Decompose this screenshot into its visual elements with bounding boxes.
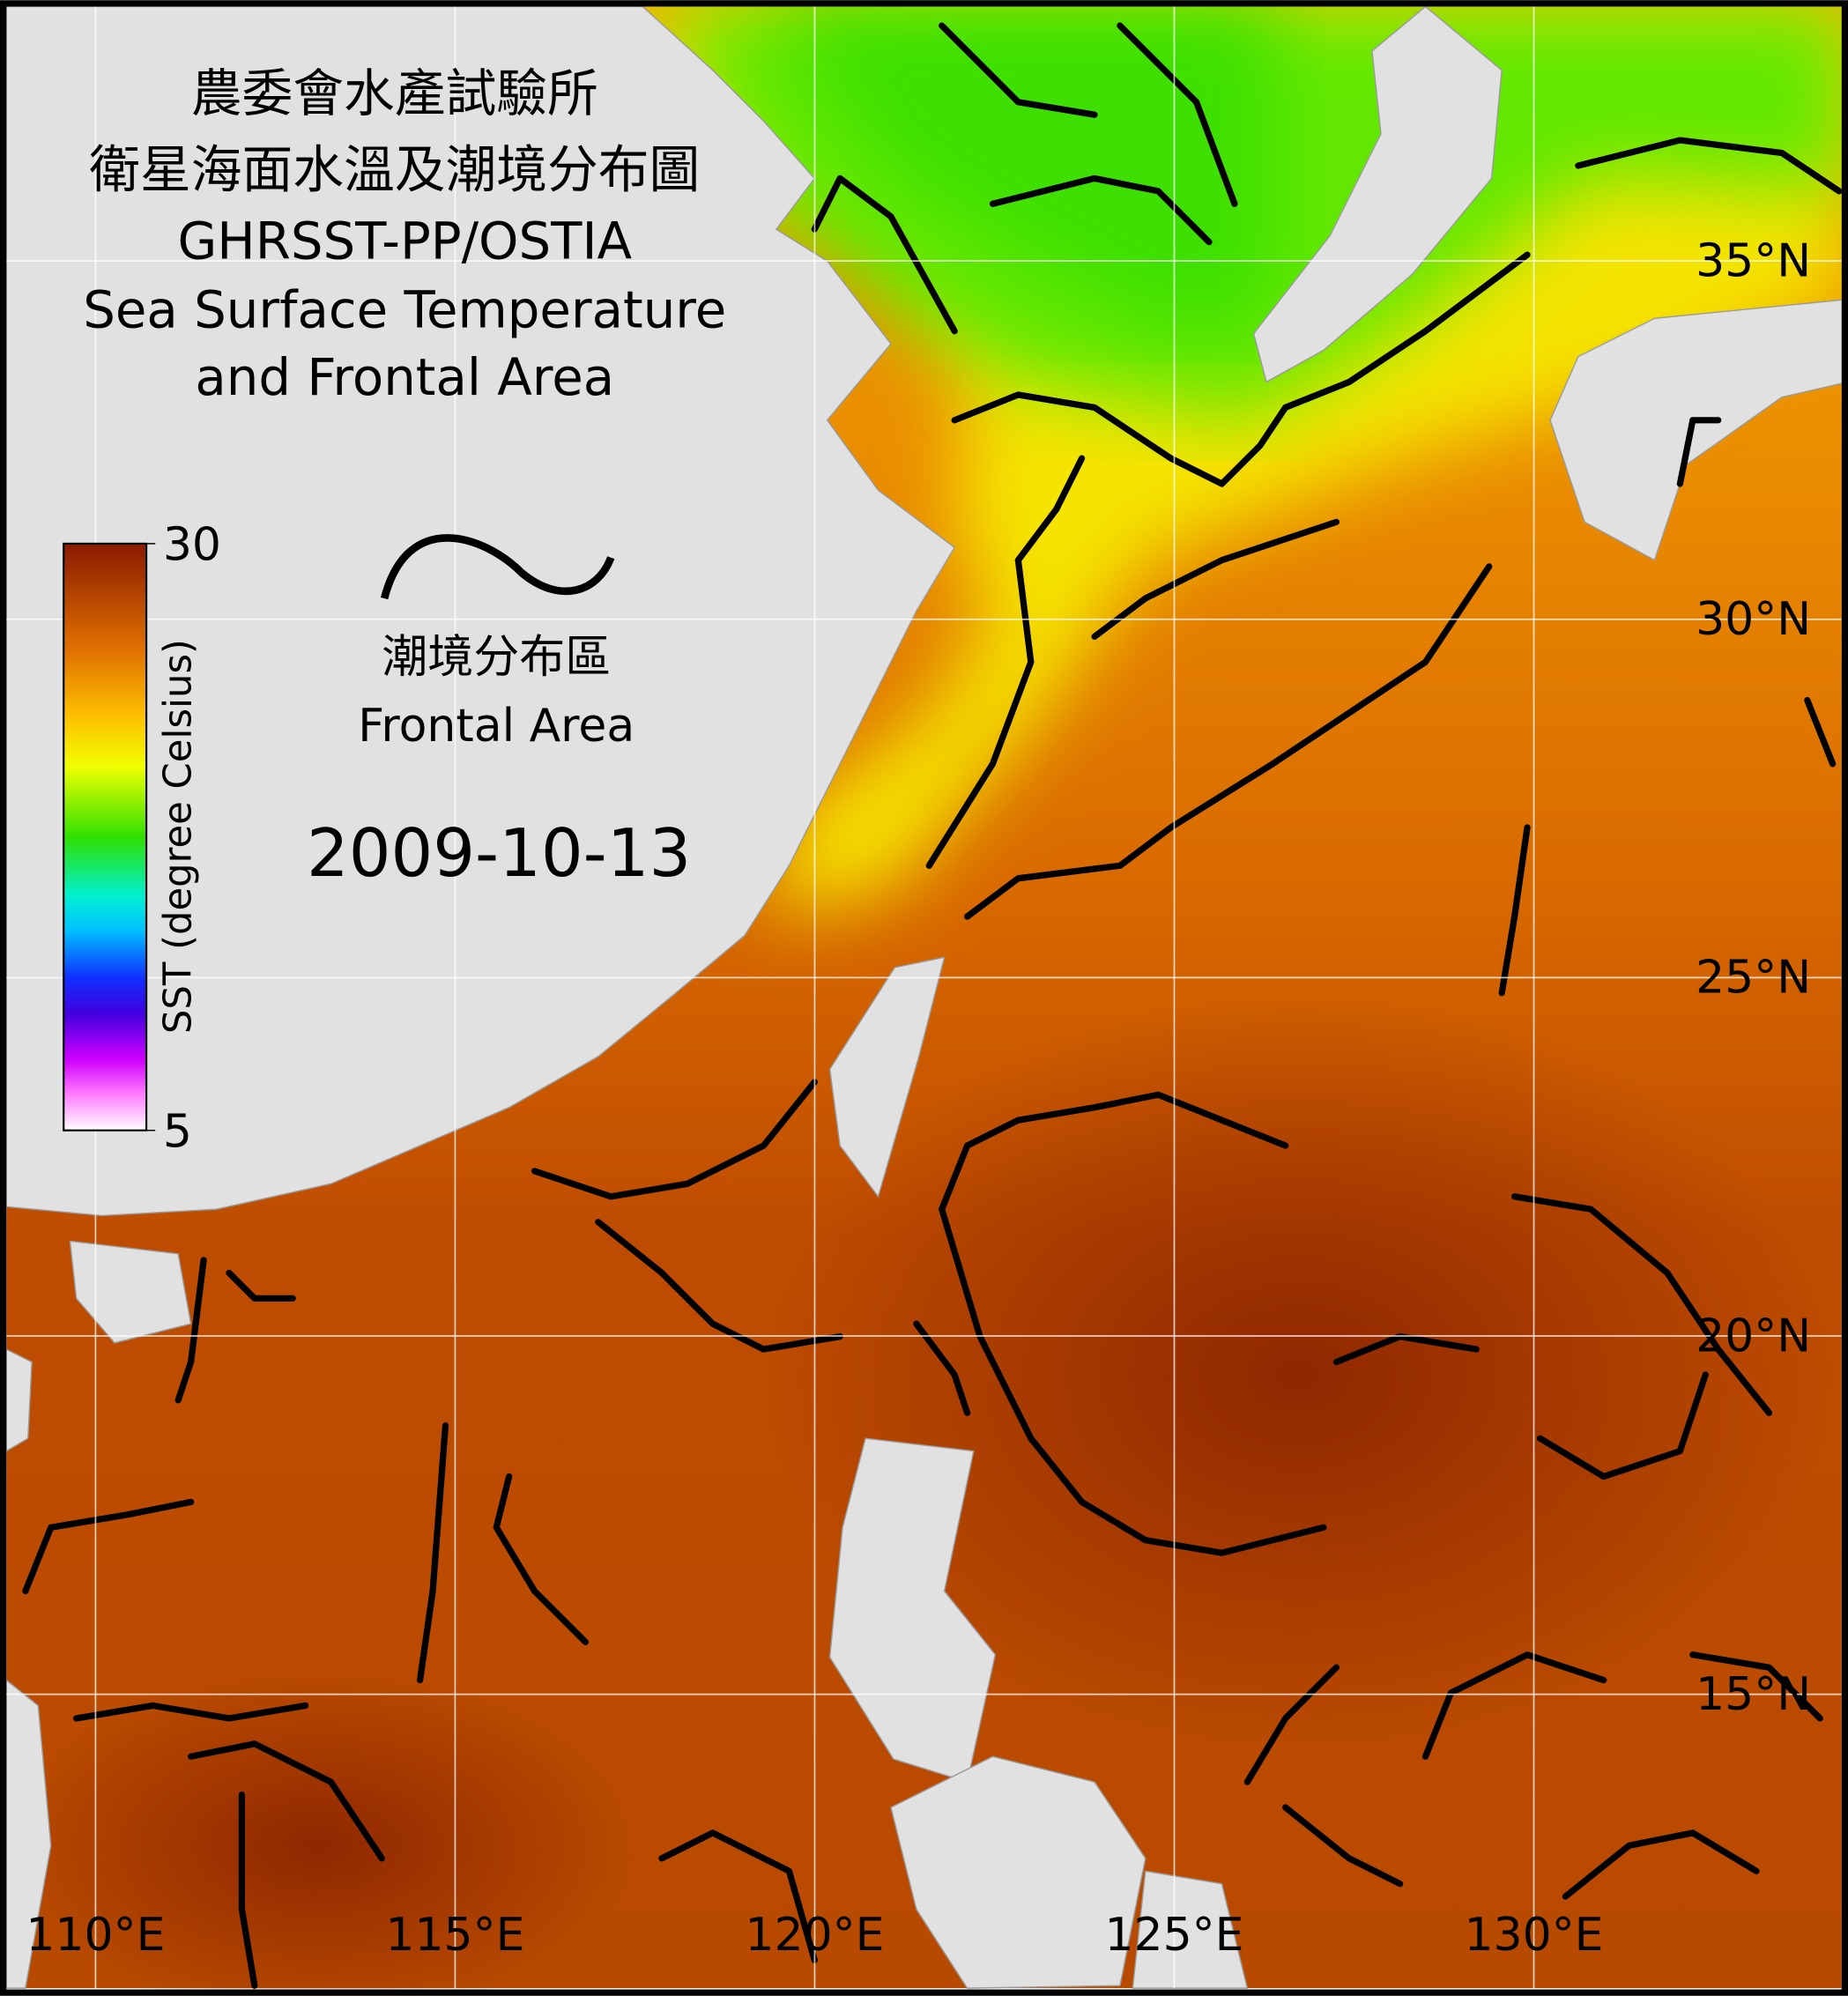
land [5, 5, 1848, 1989]
colorbar-tick-label: 30 [163, 519, 221, 572]
colorbar-label: SST (degree Celsius) [157, 639, 201, 1034]
x-tick-label: 110°E [26, 1909, 165, 1962]
title-line: 衛星海面水溫及潮境分布圖 [89, 140, 700, 200]
legend-label: 潮境分布區 [382, 631, 611, 684]
legend-symbol [380, 534, 615, 600]
y-tick-label: 20°N [1696, 1310, 1811, 1362]
y-tick-label: 30°N [1696, 593, 1811, 646]
x-tick-label: 120°E [745, 1909, 884, 1962]
title-line: and Frontal Area [195, 347, 614, 407]
title-line: 農委會水產試驗所 [191, 63, 598, 123]
colorbar-scale [63, 542, 148, 1132]
y-tick-label: 25°N [1696, 952, 1811, 1005]
x-tick-label: 125°E [1104, 1909, 1243, 1962]
date: 2009-10-13 [307, 814, 691, 892]
legend-label: Frontal Area [358, 700, 635, 753]
y-tick-label: 35°N [1696, 234, 1811, 287]
title-block: 農委會水產試驗所 衛星海面水溫及潮境分布圖 GHRSST-PP/OSTIA Se… [83, 63, 726, 407]
colorbar-tick-label: 5 [163, 1105, 192, 1158]
legend: 潮境分布區 Frontal Area [358, 534, 635, 753]
graticule-labels: 110°E 115°E 120°E 125°E 130°E 15°N 20°N 25°N 30°… [26, 234, 1811, 1961]
colorbar: SST (degree Celsius) 30 5 [63, 519, 221, 1158]
x-tick-label: 115°E [385, 1909, 524, 1962]
title-line: Sea Surface Temperature [83, 279, 726, 339]
title-line: GHRSST-PP/OSTIA [178, 211, 633, 271]
x-tick-label: 130°E [1464, 1909, 1603, 1962]
y-tick-label: 15°N [1696, 1668, 1811, 1721]
